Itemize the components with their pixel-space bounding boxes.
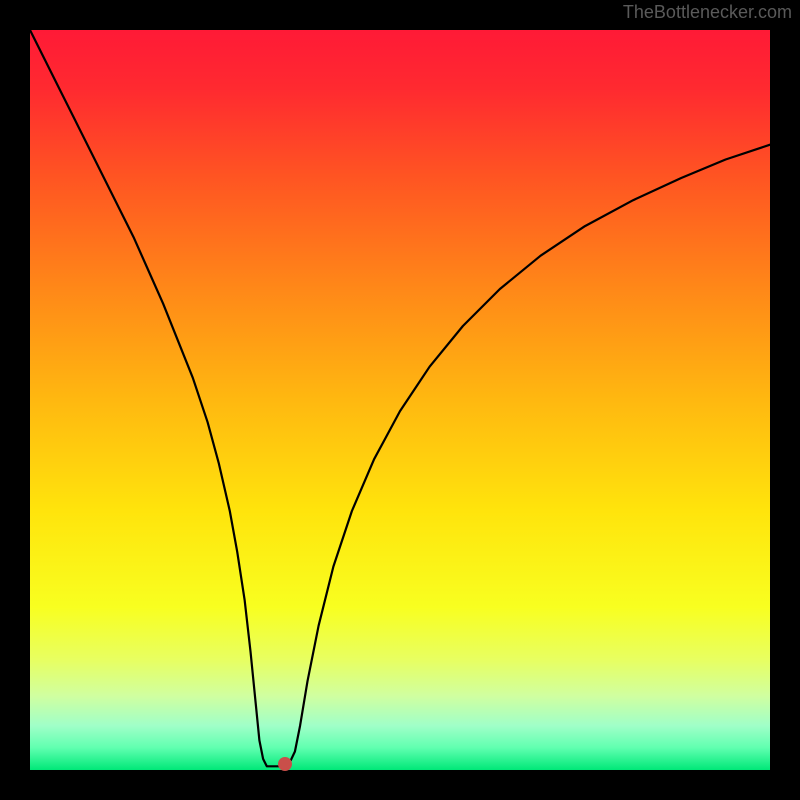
watermark-text: TheBottlenecker.com bbox=[623, 2, 792, 23]
optimum-marker bbox=[278, 757, 292, 771]
plot-area bbox=[30, 30, 770, 770]
bottleneck-curve bbox=[30, 30, 770, 770]
